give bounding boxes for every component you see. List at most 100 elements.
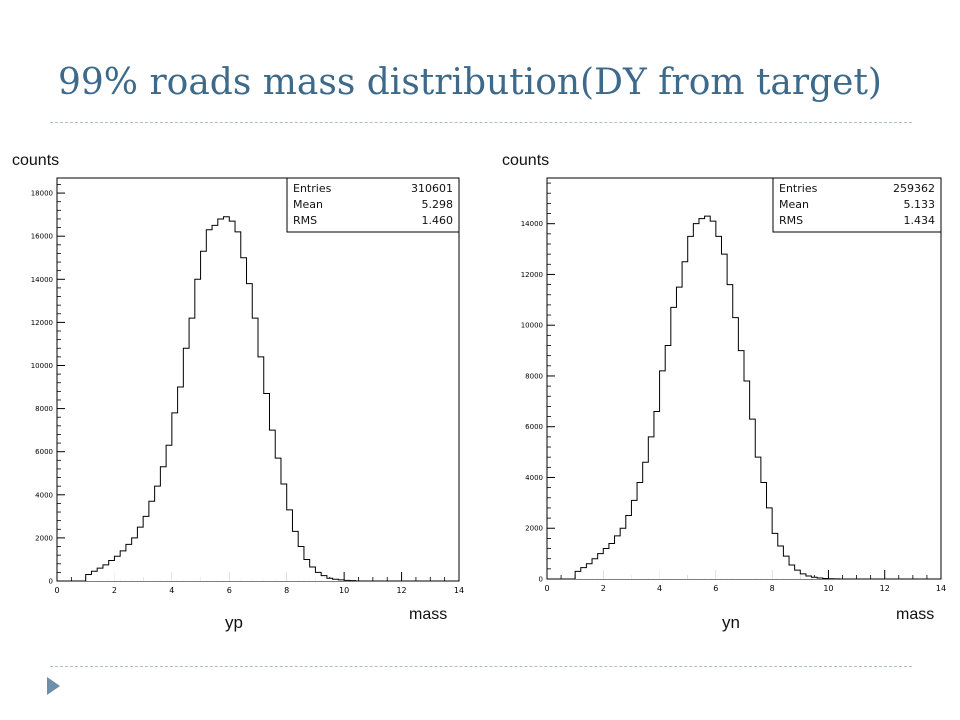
histogram-bin bbox=[171, 412, 178, 581]
y-tick-label: 12000 bbox=[521, 271, 543, 279]
histogram-bin bbox=[240, 257, 247, 581]
histogram-bin bbox=[631, 500, 638, 579]
y-tick-label: 4000 bbox=[525, 474, 543, 482]
histogram-bin bbox=[766, 507, 773, 579]
y-tick-label: 6000 bbox=[35, 448, 53, 456]
x-tick-label: 10 bbox=[823, 584, 833, 593]
histogram-bin bbox=[614, 535, 621, 579]
histogram-bin bbox=[200, 251, 207, 581]
histogram-bin bbox=[772, 533, 778, 579]
y-tick-label: 6000 bbox=[525, 423, 543, 431]
y-axis-label: counts bbox=[12, 152, 60, 169]
histogram-bin bbox=[608, 543, 615, 579]
x-tick-label: 12 bbox=[396, 586, 406, 595]
histogram-bin bbox=[131, 537, 138, 581]
histogram-bin bbox=[280, 484, 287, 581]
histogram-bin bbox=[789, 565, 795, 579]
histogram-bin bbox=[704, 216, 711, 579]
histogram-bin bbox=[91, 571, 98, 581]
stats-label: Entries bbox=[293, 182, 332, 195]
y-tick-label: 4000 bbox=[35, 491, 53, 499]
histogram-bin bbox=[229, 221, 236, 581]
histogram-bin bbox=[148, 501, 155, 581]
histogram-bin bbox=[732, 317, 739, 579]
histogram-bin bbox=[721, 254, 728, 579]
histogram-bin bbox=[212, 225, 218, 581]
x-tick-label: 6 bbox=[713, 584, 718, 593]
y-tick-label: 14000 bbox=[31, 276, 53, 284]
histogram-bin bbox=[166, 445, 172, 581]
histogram-bin bbox=[137, 527, 144, 581]
histogram-bin bbox=[189, 318, 195, 581]
stats-label: RMS bbox=[293, 214, 317, 227]
x-axis-label: mass bbox=[409, 606, 448, 623]
x-tick-label: 2 bbox=[112, 586, 117, 595]
histogram-bin bbox=[698, 218, 705, 579]
histogram-bin bbox=[303, 559, 310, 581]
histogram-bin bbox=[760, 482, 767, 579]
y-tick-label: 14000 bbox=[521, 220, 543, 228]
histogram-bin bbox=[800, 573, 806, 579]
histogram-bin bbox=[637, 482, 643, 579]
histogram-bin bbox=[715, 236, 722, 579]
histogram-bin bbox=[811, 577, 818, 579]
x-tick-label: 0 bbox=[544, 584, 549, 593]
histogram-bin bbox=[235, 231, 241, 581]
histogram-bin bbox=[114, 556, 121, 581]
histogram-bin bbox=[620, 528, 626, 579]
x-tick-label: 8 bbox=[770, 584, 775, 593]
stats-value: 5.133 bbox=[904, 198, 936, 211]
x-tick-label: 14 bbox=[936, 584, 946, 593]
histogram-bin bbox=[738, 350, 744, 579]
histogram-yn: 0 2000 4000 6000 8000 10000 12000 14000 0 2 4 6 8 10 1… bbox=[521, 177, 946, 593]
histogram-bin bbox=[805, 575, 812, 579]
stats-label: Mean bbox=[293, 198, 323, 211]
histogram-panel-yn: 0 2000 4000 6000 8000 10000 12000 14000 0 2 4 6 8 10 1… bbox=[490, 148, 960, 638]
histogram-yp: 0 2000 4000 6000 8000 10000 12000 14000 16000 180… bbox=[31, 177, 464, 595]
histogram-bin bbox=[710, 221, 716, 579]
y-tick-label: 10000 bbox=[521, 322, 543, 330]
histogram-bin bbox=[120, 550, 126, 581]
histogram-bin bbox=[653, 411, 660, 579]
histogram-bin bbox=[665, 345, 671, 579]
histogram-bin bbox=[693, 223, 699, 580]
x-tick-label: 2 bbox=[601, 584, 606, 593]
stats-label: Mean bbox=[779, 198, 809, 211]
histogram-bin bbox=[817, 577, 823, 579]
histogram-bin bbox=[252, 318, 258, 581]
histogram-name-label: yp bbox=[225, 613, 243, 632]
histogram-bin bbox=[292, 531, 299, 581]
histogram-bin bbox=[625, 515, 632, 579]
stats-value: 1.460 bbox=[422, 214, 454, 227]
stats-value: 259362 bbox=[893, 182, 935, 195]
histogram-bin bbox=[670, 307, 677, 579]
stats-value: 1.434 bbox=[904, 214, 936, 227]
histogram-bin bbox=[676, 287, 683, 579]
histogram-bin bbox=[592, 558, 598, 579]
y-axis-label: counts bbox=[502, 152, 550, 169]
stats-label: Entries bbox=[779, 182, 818, 195]
histogram-bin bbox=[659, 370, 666, 579]
histogram-bin bbox=[794, 570, 801, 579]
histogram-bin bbox=[246, 283, 253, 581]
histogram-bin bbox=[580, 567, 587, 579]
x-axis-label: mass bbox=[896, 606, 935, 623]
histogram-bin bbox=[315, 572, 322, 581]
histogram-bin bbox=[125, 544, 132, 581]
histogram-bin bbox=[194, 279, 201, 581]
stats-value: 310601 bbox=[411, 182, 453, 195]
histogram-bin bbox=[206, 229, 213, 581]
x-tick-label: 10 bbox=[339, 586, 349, 595]
x-tick-label: 6 bbox=[227, 586, 232, 595]
histogram-bin bbox=[108, 560, 115, 581]
histogram-bin bbox=[85, 574, 92, 581]
histogram-name-label: yn bbox=[722, 613, 740, 632]
histogram-bin bbox=[275, 458, 281, 581]
histogram-bin bbox=[332, 579, 339, 581]
y-tick-label: 18000 bbox=[31, 190, 53, 198]
y-tick-label: 0 bbox=[49, 578, 53, 586]
histogram-bin bbox=[269, 430, 276, 581]
histogram-bin bbox=[143, 516, 149, 581]
x-tick-label: 4 bbox=[169, 586, 174, 595]
histogram-bin bbox=[777, 546, 784, 579]
